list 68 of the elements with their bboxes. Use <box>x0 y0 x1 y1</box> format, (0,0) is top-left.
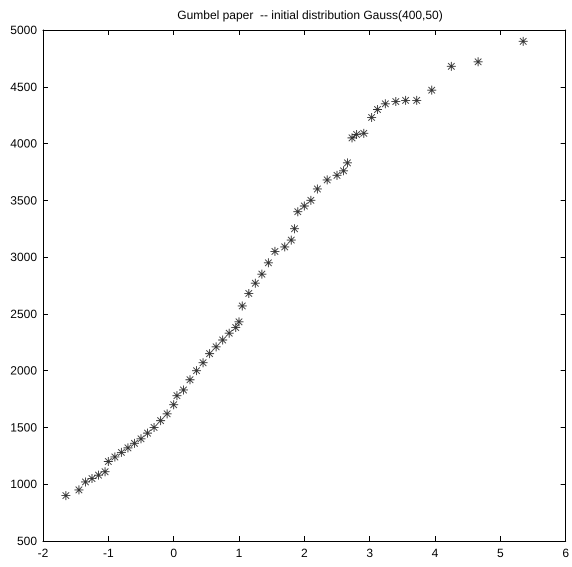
point <box>257 270 266 279</box>
point <box>359 128 368 138</box>
point <box>218 336 228 345</box>
point <box>192 366 202 376</box>
point <box>116 448 126 457</box>
x-tick-label: 1 <box>236 546 243 560</box>
x-tick-label: -1 <box>102 546 114 560</box>
point <box>224 328 234 338</box>
point <box>446 62 456 71</box>
y-tick-label: 1000 <box>10 477 38 492</box>
point <box>412 96 422 105</box>
point <box>306 196 316 205</box>
point <box>130 438 139 448</box>
point <box>123 443 132 452</box>
point <box>312 184 322 194</box>
x-tick-label: 2 <box>300 546 308 560</box>
point <box>474 57 483 66</box>
point <box>332 170 342 180</box>
point <box>143 428 152 438</box>
point <box>205 349 214 358</box>
x-tick-label: 6 <box>562 546 570 560</box>
point <box>293 207 302 216</box>
y-tick-label: 500 <box>16 534 38 548</box>
point <box>264 258 273 268</box>
point <box>352 130 362 139</box>
y-tick-label: 4500 <box>10 80 38 94</box>
chart-title: Gumbel paper -- initial distribution Gauss(400,50) <box>177 8 443 22</box>
x-tick-label: 0 <box>170 546 178 560</box>
point <box>518 36 528 46</box>
point <box>169 400 178 410</box>
point <box>61 491 70 500</box>
point <box>250 278 260 288</box>
point <box>367 112 376 122</box>
point <box>212 342 221 352</box>
point <box>427 86 436 95</box>
x-tick-label: 5 <box>496 546 504 560</box>
x-tick-label: -2 <box>38 546 49 560</box>
point <box>300 202 309 211</box>
point <box>342 158 352 168</box>
point <box>94 470 104 480</box>
point <box>104 457 113 466</box>
y-tick-label: 4000 <box>10 136 38 151</box>
point <box>110 452 120 462</box>
point <box>80 477 90 486</box>
point <box>339 166 348 176</box>
y-tick-label: 2000 <box>10 364 38 378</box>
point <box>270 246 280 256</box>
point <box>74 485 84 494</box>
y-tick-label: 1500 <box>10 420 38 434</box>
point <box>156 416 166 426</box>
y-tick-label: 5000 <box>10 23 38 37</box>
point <box>348 133 357 142</box>
point <box>172 391 182 400</box>
point <box>401 96 410 105</box>
point <box>373 104 382 114</box>
point <box>280 242 290 252</box>
x-tick-label: 3 <box>366 546 374 560</box>
y-tick-label: 2500 <box>10 306 38 321</box>
point <box>234 317 244 326</box>
y-tick-label: 3500 <box>10 193 38 208</box>
point <box>162 409 172 418</box>
x-tick-label: 4 <box>432 546 439 560</box>
point <box>150 422 159 432</box>
point <box>380 99 390 108</box>
point <box>178 385 188 394</box>
point <box>322 175 332 184</box>
point <box>88 474 96 484</box>
y-tick-label: 3000 <box>10 250 38 264</box>
